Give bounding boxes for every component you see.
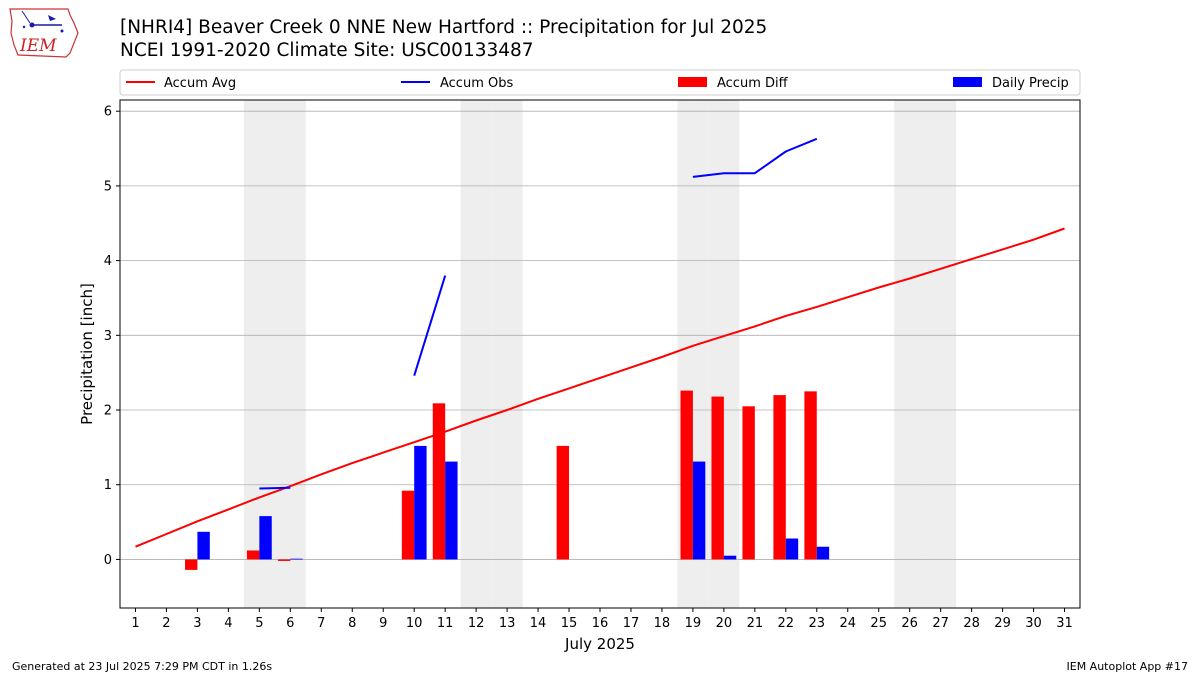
x-tick-label-9: 9 [379,616,387,631]
y-tick-label-5: 5 [104,179,112,194]
legend-swatch-accum-diff [678,77,707,87]
line-accum-obs-segment-1 [413,275,447,376]
x-tick-label-1: 1 [131,616,139,631]
bar-diff-day-23 [804,391,817,560]
x-axis-label: July 2025 [564,635,635,653]
bar-diff-day-6 [277,559,291,561]
x-tick-label-30: 30 [1025,616,1042,631]
y-tick-label-3: 3 [104,329,112,344]
legend-label-accum-diff: Accum Diff [717,76,789,91]
x-tick-label-7: 7 [317,616,325,631]
y-tick-label-1: 1 [104,478,112,493]
iem-logo: IEM [8,5,80,63]
x-tick-label-26: 26 [901,616,918,631]
bar-daily-day-19 [692,461,706,560]
weekend-band-26 [894,100,926,608]
line-accum-avg-segment-0 [135,227,1065,548]
x-tick-label-28: 28 [963,616,980,631]
bar-daily-day-6 [290,558,303,560]
x-tick-label-21: 21 [747,616,764,631]
bar-daily-day-10 [414,445,427,560]
weekend-shading [243,100,957,608]
x-tick-label-6: 6 [286,616,294,631]
x-tick-label-12: 12 [468,616,485,631]
svg-text:IEM: IEM [19,36,57,56]
x-tick-label-5: 5 [255,616,263,631]
line-accum-obs-segment-2 [692,137,818,178]
weekend-band-12 [460,100,492,608]
legend-label-daily-precip: Daily Precip [992,76,1069,91]
bar-diff-day-3 [185,559,198,570]
x-tick-label-27: 27 [932,616,949,631]
legend: Accum Avg Accum Obs Accum Diff Daily Pre… [119,69,1081,96]
footer-generated: Generated at 23 Jul 2025 7:29 PM CDT in … [12,660,273,673]
bars [185,390,830,570]
legend-swatch-daily-precip [953,77,982,87]
bar-diff-day-19 [680,390,693,560]
legend-label-accum-avg: Accum Avg [164,76,236,91]
x-tick-label-4: 4 [224,616,232,631]
bar-diff-day-20 [711,396,724,560]
x-tick-label-20: 20 [716,616,733,631]
legend-label-accum-obs: Accum Obs [440,76,513,91]
bar-daily-day-11 [445,461,458,560]
lines [135,137,1065,548]
x-tick-label-24: 24 [839,616,856,631]
bar-daily-day-23 [816,546,830,560]
x-tick-label-8: 8 [348,616,356,631]
x-tick-label-2: 2 [162,616,170,631]
bar-daily-day-20 [723,555,737,560]
weekend-band-6 [274,100,306,608]
x-tick-label-18: 18 [654,616,671,631]
bar-diff-day-5 [246,550,260,560]
bar-diff-day-15 [556,445,570,560]
bar-daily-day-22 [785,538,799,560]
x-tick-label-31: 31 [1056,616,1073,631]
x-tick-label-3: 3 [193,616,201,631]
x-tick-label-14: 14 [530,616,547,631]
y-tick-label-6: 6 [104,105,112,120]
chart-title: [NHRI4] Beaver Creek 0 NNE New Hartford … [120,17,768,38]
chart-subtitle: NCEI 1991-2020 Climate Site: USC00133487 [120,40,534,61]
y-axis-label: Precipitation [inch] [78,283,96,425]
bar-diff-day-21 [742,406,755,560]
bar-daily-day-5 [259,516,272,560]
x-tick-label-23: 23 [809,616,826,631]
bar-diff-day-11 [432,403,446,560]
legend-box [119,69,1081,96]
y-tick-label-4: 4 [104,254,112,269]
x-tick-label-22: 22 [778,616,795,631]
bar-diff-day-10 [401,490,415,560]
y-tick-label-0: 0 [104,553,112,568]
line-accum-obs-segment-0 [259,486,291,490]
x-tick-label-16: 16 [592,616,609,631]
weekend-band-27 [925,100,957,608]
bar-daily-day-3 [197,531,210,560]
bar-diff-day-22 [773,395,786,560]
x-tick-label-11: 11 [437,616,454,631]
y-tick-label-2: 2 [104,404,112,419]
x-tick-label-15: 15 [561,616,578,631]
x-tick-label-17: 17 [623,616,640,631]
x-tick-label-10: 10 [406,616,423,631]
x-tick-label-19: 19 [685,616,702,631]
footer-app: IEM Autoplot App #17 [1066,660,1189,673]
x-tick-label-13: 13 [499,616,516,631]
weekend-band-13 [491,100,523,608]
x-tick-label-29: 29 [994,616,1011,631]
gridlines [120,110,1080,560]
x-tick-label-25: 25 [870,616,887,631]
